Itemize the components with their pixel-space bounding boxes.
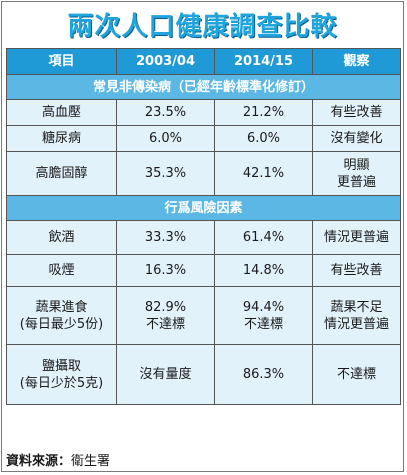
cell-line: 6.0% xyxy=(148,131,183,146)
table-row: 糖尿病 6.0% 6.0% 沒有變化 xyxy=(6,125,401,152)
cell-2014-15: 21.2% xyxy=(214,99,313,126)
header-2014-15: 2014/15 xyxy=(214,48,313,75)
cell-line: 沒有變化 xyxy=(330,131,383,146)
cell-line: 61.4% xyxy=(242,230,285,245)
cell-line: 情況更普遍 xyxy=(323,316,389,332)
cell-line: 明顯 xyxy=(343,157,370,173)
cell-observation: 有些改善 xyxy=(312,99,401,126)
cell-line: 更普遍 xyxy=(336,174,376,190)
cell-2014-15: 6.0% xyxy=(214,125,313,152)
cell-2014-15: 94.4% 不達標 xyxy=(214,286,313,345)
header-item: 項目 xyxy=(6,48,117,75)
cell-observation: 不達標 xyxy=(312,344,401,405)
cell-2014-15: 42.1% xyxy=(214,151,313,196)
cell-line: 高膽固醇 xyxy=(35,166,88,181)
cell-line: 42.1% xyxy=(242,166,285,181)
title-banner: 兩次人口健康調查比較 xyxy=(2,2,403,46)
cell-item: 吸煙 xyxy=(6,254,117,287)
cell-line: 16.3% xyxy=(144,263,187,278)
cell-line: 高血壓 xyxy=(41,105,81,120)
cell-2014-15: 61.4% xyxy=(214,220,313,255)
table-row: 蔬果進食 (每日最少5份) 82.9% 不達標 94.4% 不達標 蔬果不足 情況更普遍 xyxy=(6,286,401,345)
cell-line: 有些改善 xyxy=(330,105,383,120)
cell-line: 21.2% xyxy=(242,105,285,120)
table-body: 常見非傳染病（已經年齡標準化修訂） 高血壓 23.5% 21.2% 有些改善 糖尿病 6.0… xyxy=(6,74,401,405)
cell-line: (每日最少5份) xyxy=(19,316,104,332)
source-line: 資料來源： 衛生署 xyxy=(6,448,400,470)
cell-line: 飲酒 xyxy=(48,230,75,245)
cell-2014-15: 86.3% xyxy=(214,344,313,405)
section-header-row: 行爲風險因素 xyxy=(6,195,401,221)
cell-line: 糖尿病 xyxy=(41,131,81,146)
header-observation: 觀察 xyxy=(312,48,401,75)
cell-item: 蔬果進食 (每日最少5份) xyxy=(6,286,117,345)
cell-line: 14.8% xyxy=(242,263,285,278)
cell-2003-04: 沒有量度 xyxy=(116,344,215,405)
table-row: 高血壓 23.5% 21.2% 有些改善 xyxy=(6,99,401,126)
table-row: 鹽攝取 (每日少於5克) 沒有量度 86.3% 不達標 xyxy=(6,344,401,405)
cell-observation: 沒有變化 xyxy=(312,125,401,152)
cell-line: 有些改善 xyxy=(330,263,383,278)
cell-line: 不達標 xyxy=(243,316,283,332)
section-title: 常見非傳染病（已經年齡標準化修訂） xyxy=(6,74,401,100)
page-title: 兩次人口健康調查比較 xyxy=(67,11,338,42)
cell-2003-04: 6.0% xyxy=(116,125,215,152)
cell-line: 23.5% xyxy=(144,105,187,120)
cell-2003-04: 82.9% 不達標 xyxy=(116,286,215,345)
cell-line: 82.9% xyxy=(144,299,187,315)
comparison-table: 項目 2003/04 2014/15 觀察 常見非傳染病（已經年齡標準化修訂）高… xyxy=(6,48,401,405)
cell-observation: 蔬果不足 情況更普遍 xyxy=(312,286,401,345)
cell-2003-04: 33.3% xyxy=(116,220,215,255)
cell-line: 94.4% xyxy=(242,299,285,315)
cell-observation: 情況更普遍 xyxy=(312,220,401,255)
cell-item: 鹽攝取 (每日少於5克) xyxy=(6,344,117,405)
cell-line: 情況更普遍 xyxy=(323,230,389,245)
cell-line: 吸煙 xyxy=(48,263,75,278)
table-row: 吸煙 16.3% 14.8% 有些改善 xyxy=(6,254,401,287)
cell-line: 6.0% xyxy=(246,131,281,146)
cell-line: 不達標 xyxy=(145,316,185,332)
source-label: 資料來源： xyxy=(6,453,72,469)
header-2003-04: 2003/04 xyxy=(116,48,215,75)
section-header-row: 常見非傳染病（已經年齡標準化修訂） xyxy=(6,74,401,100)
cell-line: 不達標 xyxy=(336,367,376,382)
cell-line: 蔬果進食 xyxy=(35,299,88,315)
cell-2003-04: 23.5% xyxy=(116,99,215,126)
cell-observation: 明顯 更普遍 xyxy=(312,151,401,196)
cell-item: 高血壓 xyxy=(6,99,117,126)
cell-2014-15: 14.8% xyxy=(214,254,313,287)
section-title: 行爲風險因素 xyxy=(6,195,401,221)
cell-line: 鹽攝取 xyxy=(41,358,81,374)
source-value: 衛生署 xyxy=(71,453,111,469)
table-header-row: 項目 2003/04 2014/15 觀察 xyxy=(6,48,401,75)
table-row: 飲酒 33.3% 61.4% 情況更普遍 xyxy=(6,220,401,255)
cell-2003-04: 16.3% xyxy=(116,254,215,287)
cell-line: (每日少於5克) xyxy=(19,375,104,391)
cell-line: 35.3% xyxy=(144,166,187,181)
cell-item: 飲酒 xyxy=(6,220,117,255)
cell-line: 86.3% xyxy=(242,367,285,382)
table-row: 高膽固醇 35.3% 42.1% 明顯 更普遍 xyxy=(6,151,401,196)
cell-line: 蔬果不足 xyxy=(330,299,383,315)
cell-item: 糖尿病 xyxy=(6,125,117,152)
cell-observation: 有些改善 xyxy=(312,254,401,287)
cell-item: 高膽固醇 xyxy=(6,151,117,196)
cell-2003-04: 35.3% xyxy=(116,151,215,196)
cell-line: 33.3% xyxy=(144,230,187,245)
cell-line: 沒有量度 xyxy=(139,367,192,382)
